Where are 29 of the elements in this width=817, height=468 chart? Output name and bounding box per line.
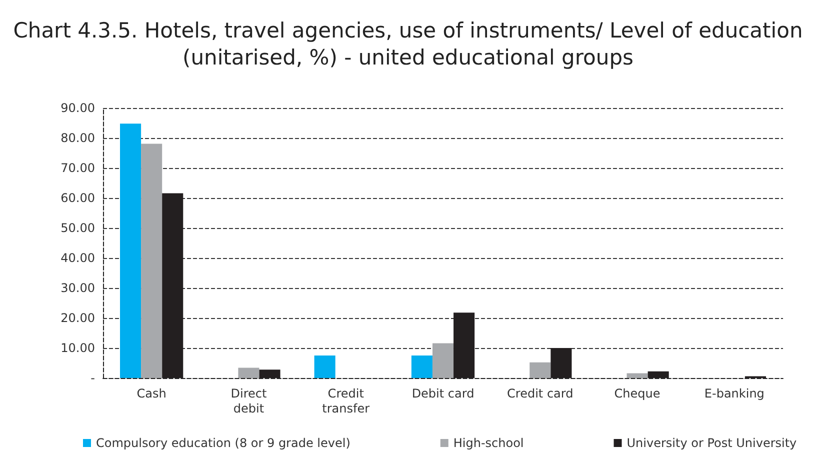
x-tick-label: Direct debit [230,386,267,416]
y-tick-label: 30.00 [60,281,95,295]
legend-label: University or Post University [626,436,797,450]
x-tick-label: Credit card [507,386,574,400]
x-tick-label: Cash [136,386,166,400]
x-tick-label: E-banking [704,386,764,400]
bar [411,356,432,378]
legend-label: High-school [453,436,524,450]
y-tick-label: 10.00 [60,341,95,355]
y-tick-label: - [90,371,95,385]
y-tick-label: 90.00 [60,101,95,115]
y-tick-label: 40.00 [60,251,95,265]
bar [530,362,551,378]
x-tick-label: Credit transfer [322,386,370,416]
bar [314,356,336,378]
bar [432,343,454,378]
bar [238,368,260,378]
legend-label: Compulsory education (8 or 9 grade level) [96,436,350,450]
x-tick-label: Cheque [614,386,660,400]
y-tick-label: 60.00 [60,191,95,205]
y-tick-label: 50.00 [60,221,95,235]
x-tick-label: Debit card [412,386,474,400]
y-tick-label: 80.00 [60,131,95,145]
y-tick-label: 20.00 [60,311,95,325]
bar [626,373,648,378]
y-tick-label: 70.00 [60,161,95,175]
chart-title: Chart 4.3.5. Hotels, travel agencies, use of instruments/ Level of education (unitarised, %) - united educational groups [13,18,803,70]
bar [141,144,162,378]
bar [120,124,142,378]
